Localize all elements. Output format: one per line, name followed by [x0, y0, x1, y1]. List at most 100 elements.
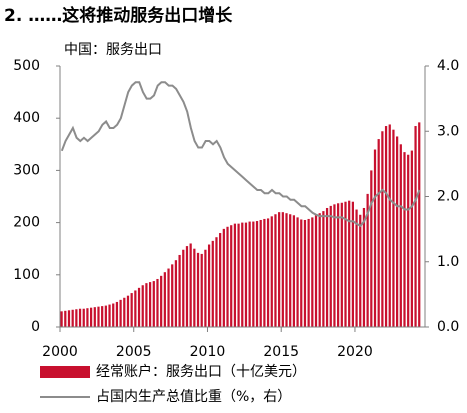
chart-title: 2. ……这将推动服务出口增长 — [4, 5, 233, 26]
bar — [237, 223, 240, 327]
y2-tick-label: 3.0 — [437, 123, 459, 139]
bar — [141, 285, 144, 327]
bar — [278, 212, 281, 327]
bar — [75, 309, 78, 327]
bar — [362, 207, 366, 327]
bar — [200, 253, 203, 327]
bar — [340, 202, 343, 327]
x-tick-label: 2005 — [116, 344, 152, 360]
bar — [174, 260, 178, 327]
bar — [145, 283, 148, 327]
bar — [193, 248, 196, 327]
legend-swatch — [40, 366, 90, 378]
legend-label: 经常账户：服务出口（十亿美元） — [96, 363, 306, 380]
bar — [396, 136, 399, 327]
bar — [359, 214, 362, 327]
y2-tick-label: 0.0 — [437, 319, 459, 335]
bar — [407, 154, 410, 327]
bar — [274, 214, 277, 327]
bar — [266, 218, 270, 327]
legend-label: 占国内生产总值比重（%，右） — [96, 389, 291, 405]
bar — [211, 240, 214, 327]
bar — [381, 131, 384, 327]
chart-subtitle: 中国：服务出口 — [64, 42, 162, 58]
bar — [318, 213, 321, 327]
bar — [337, 203, 340, 327]
bar — [78, 308, 82, 327]
bar — [152, 281, 155, 327]
bar — [226, 226, 229, 327]
bar — [130, 293, 133, 327]
bar — [307, 218, 310, 327]
bar — [292, 215, 296, 327]
bar — [67, 310, 71, 327]
bar — [163, 272, 166, 327]
bar — [303, 219, 307, 327]
bar — [222, 228, 225, 327]
y-tick-label: 0 — [31, 319, 40, 335]
bar — [167, 268, 170, 327]
bar — [370, 170, 373, 327]
line — [60, 81, 421, 228]
bar — [329, 205, 332, 327]
bar — [322, 211, 325, 327]
bar — [281, 212, 284, 327]
bar — [207, 244, 211, 327]
bar — [289, 214, 292, 327]
bar — [403, 152, 406, 327]
bar — [366, 193, 369, 327]
bar — [414, 126, 417, 327]
bar — [300, 219, 303, 327]
bar — [97, 306, 100, 327]
bar — [314, 215, 318, 327]
bar — [333, 204, 336, 327]
bar — [108, 304, 111, 327]
bar — [219, 233, 222, 327]
bar — [137, 287, 141, 327]
bar — [101, 306, 104, 327]
bar — [344, 201, 347, 327]
x-tick-label: 2020 — [337, 344, 373, 360]
bar — [196, 252, 200, 327]
bar — [185, 246, 189, 327]
bar — [233, 223, 237, 327]
x-tick-label: 2000 — [42, 344, 78, 360]
bar — [134, 290, 137, 327]
bar — [71, 309, 74, 327]
bar — [93, 307, 96, 327]
y-tick-label: 500 — [13, 58, 40, 74]
bar — [311, 217, 314, 327]
bar — [189, 243, 192, 327]
bar — [64, 310, 67, 327]
bar — [148, 282, 152, 327]
bar — [86, 308, 89, 327]
y-tick-label: 200 — [13, 215, 40, 231]
bar — [255, 221, 259, 327]
bar — [410, 150, 413, 327]
bar — [156, 278, 159, 327]
x-tick-label: 2010 — [190, 344, 226, 360]
bar — [259, 219, 262, 327]
bar — [285, 213, 288, 327]
y2-tick-label: 2.0 — [437, 189, 459, 205]
bar — [399, 144, 402, 327]
bar — [112, 303, 115, 327]
bar — [241, 222, 244, 327]
bar — [104, 305, 107, 327]
bar — [82, 308, 85, 327]
bar — [270, 216, 273, 327]
y-tick-label: 300 — [13, 162, 40, 178]
bar — [123, 297, 126, 327]
bar — [204, 249, 207, 327]
bar — [252, 221, 255, 327]
y-tick-label: 400 — [13, 110, 40, 126]
bar — [348, 200, 351, 327]
bar — [355, 209, 358, 327]
bar — [248, 221, 251, 327]
bar — [171, 264, 174, 327]
bar — [182, 249, 185, 327]
bar — [230, 225, 233, 327]
bar — [89, 307, 93, 327]
x-tick-label: 2015 — [263, 344, 299, 360]
